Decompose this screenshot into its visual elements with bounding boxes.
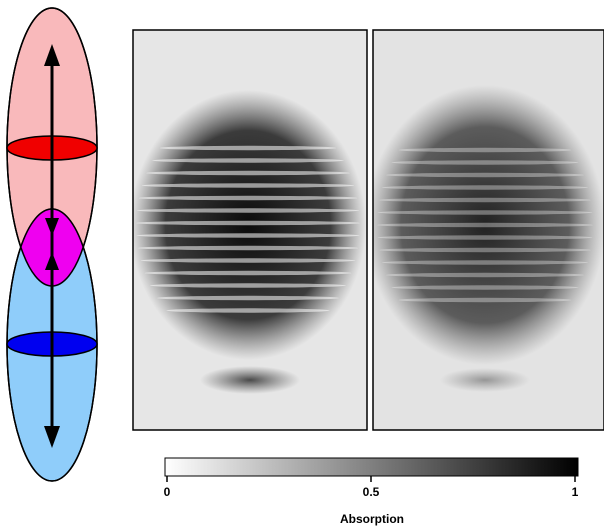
fringe xyxy=(136,233,360,238)
fringe xyxy=(141,183,355,188)
fringe xyxy=(398,297,572,303)
fringe xyxy=(377,210,593,215)
fringe xyxy=(391,160,579,165)
fringe xyxy=(166,308,330,313)
fringe xyxy=(391,285,579,290)
fringe xyxy=(386,272,584,278)
tick-label: 1 xyxy=(572,485,579,499)
image-left xyxy=(133,30,367,430)
fringe xyxy=(136,220,360,226)
fringe xyxy=(140,258,356,263)
fringe xyxy=(379,197,591,203)
fringe xyxy=(146,170,350,176)
fringe xyxy=(379,247,591,253)
image-frame xyxy=(372,29,604,431)
tick-label: 0.5 xyxy=(363,485,380,499)
fringe xyxy=(381,260,589,265)
fringe xyxy=(386,172,584,178)
colorbar-label: Absorption xyxy=(340,512,404,526)
fringe xyxy=(381,185,589,190)
fringe xyxy=(137,245,359,251)
fringe xyxy=(149,283,347,288)
image-right xyxy=(373,30,604,430)
fringe xyxy=(398,147,572,153)
fringe xyxy=(159,145,337,151)
tick-label: 0 xyxy=(164,485,171,499)
fringe xyxy=(377,222,593,228)
fringe xyxy=(138,195,358,201)
fringe xyxy=(136,208,360,213)
colorbar xyxy=(164,457,579,477)
fringe xyxy=(144,270,352,276)
image-frame xyxy=(132,29,368,431)
fringe xyxy=(157,295,339,301)
schematic xyxy=(6,7,98,482)
fringe xyxy=(377,235,593,240)
fringe xyxy=(152,158,344,163)
